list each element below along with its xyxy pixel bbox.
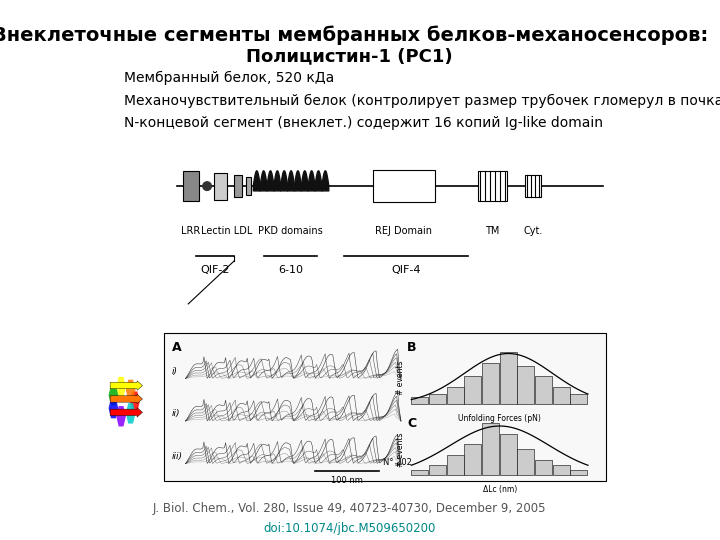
Polygon shape — [126, 380, 135, 400]
Text: B: B — [407, 341, 416, 354]
Text: N° 202: N° 202 — [383, 458, 412, 467]
Bar — [517, 366, 534, 404]
FancyBboxPatch shape — [183, 171, 199, 201]
FancyArrow shape — [110, 394, 143, 404]
Bar — [535, 376, 552, 404]
Polygon shape — [116, 406, 126, 427]
Text: ΔLc (nm): ΔLc (nm) — [482, 485, 517, 494]
Bar — [446, 455, 464, 475]
Text: REJ Domain: REJ Domain — [375, 226, 432, 237]
Bar — [500, 352, 517, 404]
Bar — [411, 397, 428, 404]
Text: ii): ii) — [172, 409, 181, 418]
Text: Lectin LDL: Lectin LDL — [202, 226, 253, 237]
Bar — [553, 387, 570, 404]
Bar — [464, 376, 482, 404]
Bar — [535, 460, 552, 475]
Text: # events: # events — [396, 432, 405, 467]
Bar — [500, 434, 517, 475]
Text: N-концевой сегмент (внеклет.) содержит 16 копий Ig-like domain: N-концевой сегмент (внеклет.) содержит 1… — [124, 116, 603, 130]
FancyBboxPatch shape — [477, 171, 508, 201]
FancyBboxPatch shape — [214, 173, 228, 199]
FancyBboxPatch shape — [246, 177, 251, 195]
Text: Мембранный белок, 520 кДа: Мембранный белок, 520 кДа — [124, 71, 334, 85]
Text: QIF-4: QIF-4 — [392, 265, 421, 275]
Polygon shape — [116, 377, 126, 397]
Text: LRR: LRR — [181, 226, 201, 237]
Text: 6-10: 6-10 — [278, 265, 303, 275]
Polygon shape — [109, 385, 118, 406]
Bar — [570, 394, 588, 404]
Bar — [517, 449, 534, 475]
Bar — [482, 362, 499, 404]
Bar — [164, 333, 606, 481]
Text: C: C — [407, 417, 416, 430]
Text: Unfolding Forces (pN): Unfolding Forces (pN) — [458, 414, 541, 423]
Text: Внеклеточные сегменты мембранных белков-механосенсоров:: Внеклеточные сегменты мембранных белков-… — [0, 25, 708, 45]
FancyBboxPatch shape — [373, 170, 435, 202]
Bar — [429, 465, 446, 475]
Text: doi:10.1074/jbc.M509650200: doi:10.1074/jbc.M509650200 — [264, 522, 436, 535]
Bar — [411, 470, 428, 475]
Text: Полицистин-1 (РС1): Полицистин-1 (РС1) — [246, 47, 453, 65]
FancyArrow shape — [110, 381, 143, 390]
Text: A: A — [172, 341, 181, 354]
Bar — [570, 470, 588, 475]
Text: # events: # events — [396, 361, 405, 395]
Text: iii): iii) — [172, 452, 183, 461]
Text: Cyt.: Cyt. — [523, 226, 543, 237]
Polygon shape — [126, 403, 135, 423]
Text: J. Biol. Chem., Vol. 280, Issue 49, 40723-40730, December 9, 2005: J. Biol. Chem., Vol. 280, Issue 49, 4072… — [153, 502, 546, 515]
Text: 100 nm: 100 nm — [331, 476, 363, 485]
Text: QIF-2: QIF-2 — [200, 265, 230, 275]
Bar — [553, 465, 570, 475]
Polygon shape — [109, 398, 118, 419]
Text: Механочувствительный белок (контролирует размер трубочек гломерул в почках): Механочувствительный белок (контролирует… — [124, 93, 720, 107]
Text: i): i) — [172, 367, 178, 376]
Bar — [446, 387, 464, 404]
Polygon shape — [130, 392, 140, 412]
Text: PKD domains: PKD domains — [258, 226, 323, 237]
FancyBboxPatch shape — [234, 176, 242, 197]
Circle shape — [203, 182, 212, 191]
FancyBboxPatch shape — [525, 176, 541, 197]
FancyArrow shape — [110, 408, 143, 417]
Text: TM: TM — [485, 226, 500, 237]
Bar — [429, 394, 446, 404]
Bar — [482, 423, 499, 475]
Bar — [464, 444, 482, 475]
